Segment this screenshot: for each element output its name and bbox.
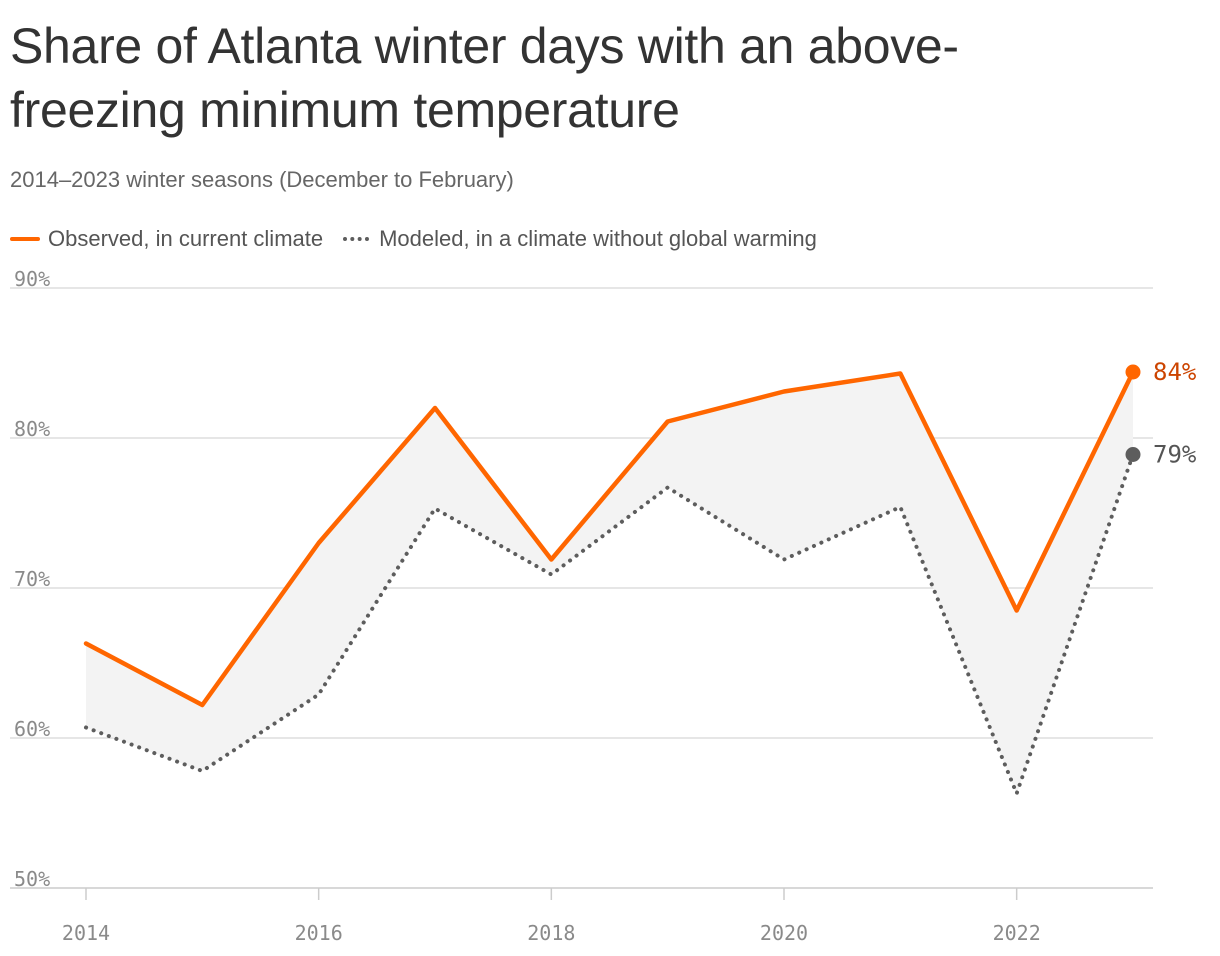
end-label-modeled: 79% (1153, 441, 1197, 469)
x-tick-label-2020: 2020 (760, 921, 808, 945)
end-marker-observed (1125, 364, 1141, 380)
x-tick-label-2022: 2022 (993, 921, 1041, 945)
x-axis: 2014 2016 2018 2020 2022 (62, 888, 1041, 945)
series-line-observed (83, 369, 1136, 708)
y-tick-label-80: 80% (14, 417, 50, 441)
legend-swatch-observed (10, 237, 40, 241)
chart-subtitle: 2014–2023 winter seasons (December to Fe… (10, 167, 514, 192)
end-label-observed: 84% (1153, 358, 1197, 386)
x-tick-label-2018: 2018 (527, 921, 575, 945)
legend-item-modeled: Modeled, in a climate without global war… (323, 226, 817, 252)
y-tick-label-50: 50% (14, 867, 50, 891)
y-tick-label-90: 90% (14, 267, 50, 291)
shaded-gap (86, 372, 1133, 794)
y-axis-labels: 50% 60% 70% 80% 90% (14, 267, 50, 891)
series-line-modeled (84, 452, 1135, 796)
chart-title: Share of Atlanta winter days with an abo… (10, 18, 959, 138)
series-lines (83, 369, 1136, 796)
y-tick-label-70: 70% (14, 567, 50, 591)
legend-swatch-modeled (343, 237, 370, 241)
gap-area (86, 372, 1133, 794)
y-tick-label-60: 60% (14, 717, 50, 741)
legend-label-observed: Observed, in current climate (48, 226, 324, 251)
legend-item-observed: Observed, in current climate (10, 226, 323, 252)
x-tick-label-2014: 2014 (62, 921, 110, 945)
x-tick-label-2016: 2016 (295, 921, 343, 945)
end-marker-modeled (1125, 447, 1141, 462)
legend: Observed, in current climate Modeled, in… (10, 224, 817, 254)
legend-label-modeled: Modeled, in a climate without global war… (379, 226, 817, 251)
end-markers: 79% 84% (1125, 358, 1197, 469)
